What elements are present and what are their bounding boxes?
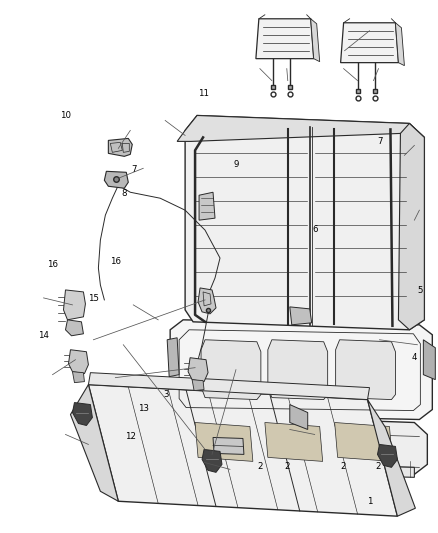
- Polygon shape: [88, 373, 370, 400]
- Text: 16: 16: [47, 260, 58, 269]
- Text: 2: 2: [376, 462, 381, 471]
- Text: 7: 7: [131, 165, 137, 174]
- Text: 1: 1: [367, 497, 372, 506]
- Text: 14: 14: [38, 331, 49, 340]
- Polygon shape: [335, 423, 392, 462]
- Polygon shape: [72, 402, 92, 425]
- Polygon shape: [66, 320, 83, 336]
- Text: 9: 9: [234, 160, 239, 169]
- Polygon shape: [88, 385, 397, 516]
- Text: 6: 6: [312, 225, 318, 234]
- Polygon shape: [72, 372, 85, 383]
- Text: 3: 3: [163, 390, 169, 399]
- Polygon shape: [265, 423, 323, 462]
- Polygon shape: [104, 171, 128, 188]
- Text: 13: 13: [138, 405, 149, 414]
- Polygon shape: [367, 400, 415, 516]
- Polygon shape: [268, 340, 328, 400]
- Text: 4: 4: [412, 353, 417, 362]
- Polygon shape: [201, 340, 261, 400]
- Polygon shape: [195, 423, 253, 462]
- Text: 12: 12: [125, 432, 136, 441]
- Text: 16: 16: [110, 257, 120, 265]
- Polygon shape: [71, 385, 118, 501]
- Polygon shape: [213, 438, 244, 455]
- Polygon shape: [198, 288, 216, 314]
- Polygon shape: [108, 139, 132, 156]
- Polygon shape: [202, 449, 222, 472]
- Text: 10: 10: [60, 110, 71, 119]
- Text: 5: 5: [417, 286, 423, 295]
- Polygon shape: [178, 462, 414, 478]
- Polygon shape: [290, 307, 312, 325]
- Polygon shape: [185, 116, 424, 330]
- Polygon shape: [68, 350, 88, 374]
- Polygon shape: [167, 415, 427, 474]
- Polygon shape: [256, 19, 314, 59]
- Polygon shape: [311, 19, 320, 62]
- Text: 15: 15: [88, 294, 99, 303]
- Text: 8: 8: [121, 189, 127, 198]
- Text: 11: 11: [198, 90, 209, 98]
- Polygon shape: [424, 340, 435, 379]
- Text: 2: 2: [258, 462, 263, 471]
- Text: 2: 2: [284, 462, 290, 471]
- Polygon shape: [341, 23, 399, 63]
- Polygon shape: [396, 23, 404, 66]
- Polygon shape: [199, 192, 215, 220]
- Text: 7: 7: [377, 137, 382, 146]
- Polygon shape: [399, 124, 424, 330]
- Text: 2: 2: [341, 462, 346, 471]
- Polygon shape: [336, 340, 396, 400]
- Polygon shape: [167, 338, 179, 377]
- Polygon shape: [290, 405, 308, 430]
- Polygon shape: [170, 320, 432, 419]
- Polygon shape: [177, 116, 424, 148]
- Polygon shape: [64, 290, 85, 320]
- Polygon shape: [188, 358, 208, 382]
- Polygon shape: [378, 445, 397, 467]
- Polygon shape: [192, 379, 204, 391]
